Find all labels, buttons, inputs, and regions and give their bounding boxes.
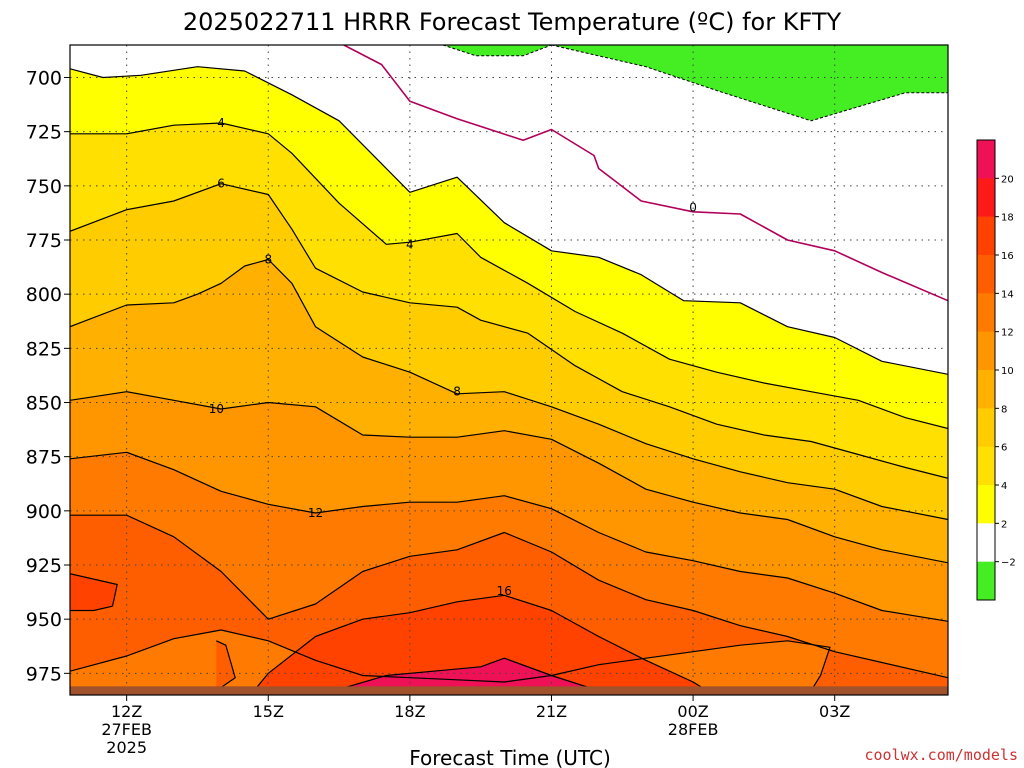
- colorbar-segment-0: [977, 561, 995, 601]
- fill-band-16-18: [254, 595, 708, 695]
- y-tick-label-975: 975: [26, 663, 62, 685]
- contour-label-0-8: 0: [689, 201, 697, 215]
- contour-line-12-8: [70, 451, 948, 622]
- colorbar-segment-11: [977, 140, 995, 179]
- contour-label-12-4: 12: [308, 506, 323, 520]
- fill-band-below-0-0: [442, 45, 552, 56]
- x-tick-label-h24-0: 00Z: [677, 702, 708, 721]
- plot-area: 4 6 8 10 12 4 8 16 0: [70, 45, 948, 695]
- contour-line-18-13: [253, 594, 708, 692]
- colorbar-segment-2: [977, 485, 995, 524]
- x-tick-label-h18-0: 18Z: [394, 702, 425, 721]
- y-tick-label-950: 950: [26, 609, 62, 631]
- contour-line-4-4: [70, 122, 948, 430]
- x-tick-label-h12-0: 12Z: [111, 702, 142, 721]
- colorbar-label-10: 10: [1001, 366, 1014, 377]
- fill-band-above-20: [334, 658, 599, 695]
- colorbar: −2 2 4 6 8 10 12 14 16 18 20: [976, 139, 1016, 601]
- y-tick-label-900: 900: [26, 501, 62, 523]
- x-tick-label-h12-2: 2025: [106, 738, 147, 757]
- grid-lines: [70, 45, 948, 695]
- contour-label-10-3: 10: [209, 402, 224, 416]
- contour-labels: 4 6 8 10 12 4 8 16 0: [209, 116, 697, 598]
- contour-line-16-11: [70, 629, 831, 692]
- contour-line-14-10: [70, 573, 118, 612]
- colorbar-label-16: 16: [1001, 251, 1014, 262]
- contour-line-0-2: [343, 45, 948, 302]
- x-axis-label: Forecast Time (UTC): [409, 746, 611, 768]
- fill-band-above-2: [70, 45, 948, 375]
- colorbar-label-14: 14: [1001, 289, 1014, 300]
- contour-line-20-14: [334, 657, 599, 692]
- contour-line-6-5: [70, 183, 948, 479]
- colorbar-segment-7: [977, 293, 995, 332]
- colorbar-label-18: 18: [1001, 213, 1014, 224]
- ground-surface: [70, 686, 948, 695]
- x-tick-label-h24-1: 28FEB: [668, 720, 719, 739]
- contour-lines: [70, 45, 948, 692]
- colorbar-segment-9: [977, 216, 995, 256]
- y-tick-label-775: 775: [26, 230, 62, 252]
- y-tick-label-825: 825: [26, 338, 62, 360]
- colorbar-label-2: 2: [1001, 519, 1007, 530]
- contour-label-4-0: 4: [217, 116, 225, 130]
- y-tick-label-875: 875: [26, 447, 62, 469]
- fill-pocket-14-16: [70, 573, 118, 611]
- colorbar-segment-4: [977, 408, 995, 447]
- colorbar-label-6: 6: [1001, 443, 1007, 454]
- colorbar-segment-1: [977, 523, 995, 562]
- colorbar-segment-10: [977, 178, 995, 217]
- y-axis: 700 725 750 775 800 825 850 875 900 925 950 975: [26, 68, 70, 685]
- fill-band-2-4: [70, 66, 948, 429]
- fill-band-10-12: [70, 391, 948, 622]
- contour-line-0-0: [442, 45, 552, 57]
- fill-band-below-0-1: [551, 45, 948, 121]
- colorbar-segment-3: [977, 446, 995, 486]
- colorbar-label-12: 12: [1001, 328, 1014, 339]
- plot-frame: [69, 44, 949, 696]
- contour-line-2-3: [70, 66, 948, 375]
- y-tick-label-800: 800: [26, 284, 62, 306]
- fill-band-8-10: [70, 259, 948, 563]
- y-tick-label-850: 850: [26, 393, 62, 415]
- contour-line-16-12: [215, 640, 236, 692]
- contour-line-14-9: [70, 514, 948, 679]
- colorbar-label--2: −2: [1001, 558, 1016, 569]
- colorbar-segment-8: [977, 255, 995, 294]
- contour-label-8-2: 8: [264, 253, 272, 267]
- x-tick-label-h27-0: 03Z: [819, 702, 850, 721]
- colorbar-label-20: 20: [1001, 174, 1014, 185]
- y-tick-label-925: 925: [26, 555, 62, 577]
- colorbar-label-4: 4: [1001, 481, 1007, 492]
- colorbar-segment-6: [977, 331, 995, 371]
- contour-label-4-5: 4: [406, 237, 414, 251]
- contour-label-16-7: 16: [497, 584, 512, 598]
- x-tick-label-h12-1: 27FEB: [101, 720, 152, 739]
- y-tick-label-700: 700: [26, 68, 62, 90]
- y-tick-label-750: 750: [26, 176, 62, 198]
- chart-title: 2025022711 HRRR Forecast Temperature (ºC…: [183, 8, 842, 36]
- contour-line-10-7: [70, 391, 948, 564]
- contour-line-0-1: [551, 45, 948, 122]
- colorbar-segment-5: [977, 370, 995, 409]
- y-tick-label-725: 725: [26, 122, 62, 144]
- contour-label-6-1: 6: [217, 177, 225, 191]
- fill-band-4-6: [70, 123, 948, 479]
- x-tick-label-h21-0: 21Z: [536, 702, 567, 721]
- x-tick-label-h15-0: 15Z: [253, 702, 284, 721]
- credit-text: coolwx.com/models: [864, 746, 1018, 764]
- fill-band-6-8: [70, 183, 948, 520]
- colorbar-label-8: 8: [1001, 404, 1007, 415]
- contour-label-8-6: 8: [453, 385, 461, 399]
- fill-pocket-surface-16: [216, 640, 236, 695]
- contour-line-8-6: [70, 258, 948, 521]
